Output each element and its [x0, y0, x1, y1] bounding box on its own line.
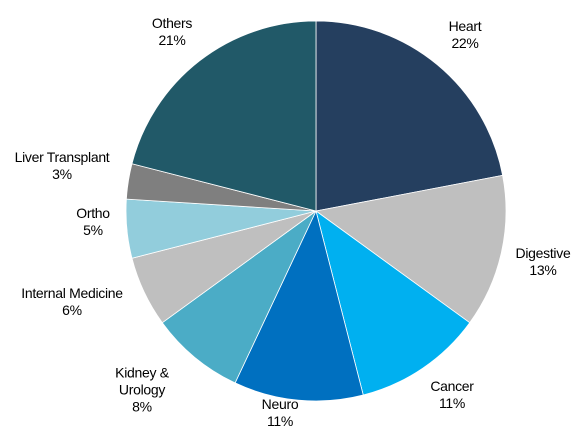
category-label: Heart — [448, 18, 482, 34]
slice-label: Ortho 5% — [76, 205, 110, 239]
category-label: Internal Medicine — [21, 285, 123, 301]
value-label: 6% — [62, 302, 82, 318]
slice-label: Digestive 13% — [516, 245, 571, 279]
category-label: Cancer — [430, 378, 474, 394]
slice-label: Internal Medicine 6% — [21, 285, 123, 319]
value-label: 13% — [529, 262, 557, 278]
category-label: Ortho — [76, 205, 110, 221]
value-label: 3% — [52, 166, 72, 182]
pie-slice — [315, 210, 471, 396]
value-label: 22% — [451, 35, 479, 51]
slice-label: Heart 22% — [449, 18, 482, 52]
category-label: Others — [151, 15, 193, 31]
value-label: 8% — [132, 398, 152, 415]
slice-label: Liver Transplant 3% — [15, 149, 110, 183]
slice-label: Others 21% — [151, 15, 193, 49]
value-label: 21% — [158, 32, 186, 48]
category-label: Digestive — [515, 245, 571, 261]
slice-label: Kidney & Urology 8% — [107, 365, 177, 416]
pie-slice — [234, 209, 364, 402]
value-label: 5% — [83, 222, 103, 238]
pie-slice — [315, 20, 504, 212]
slice-label: Cancer 11% — [430, 378, 474, 412]
category-label: Liver Transplant — [14, 149, 110, 165]
pie-slice — [315, 174, 507, 324]
pie-slice — [131, 20, 317, 212]
slice-label: Neuro 11% — [262, 396, 299, 430]
category-label: Kidney & Urology — [115, 364, 169, 398]
value-label: 11% — [266, 413, 294, 429]
value-label: 11% — [438, 395, 466, 411]
category-label: Neuro — [261, 396, 299, 412]
pie-slice — [161, 210, 317, 384]
